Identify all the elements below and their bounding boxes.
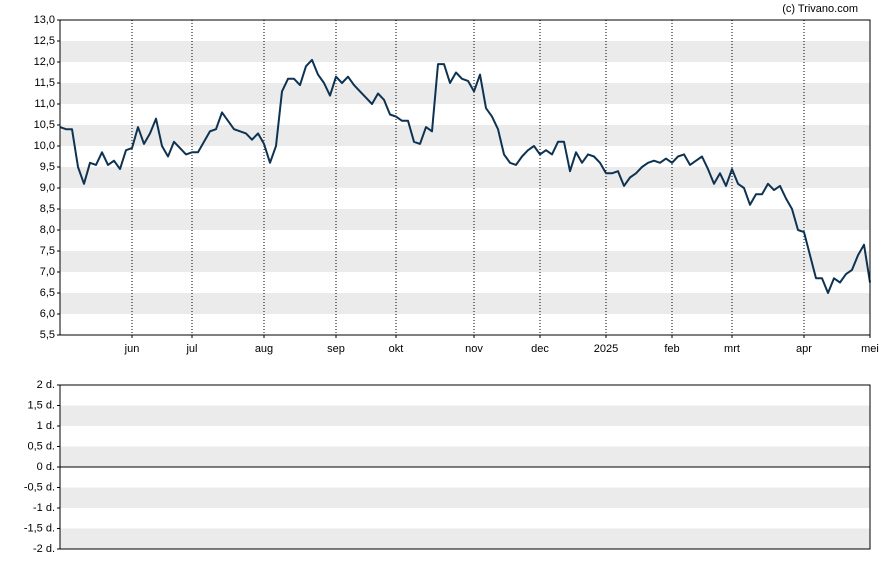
grid-band xyxy=(60,487,870,508)
x-tick-label: mrt xyxy=(724,343,740,355)
x-tick-label: dec xyxy=(531,343,549,355)
y-tick-label: 8,0 xyxy=(40,224,55,236)
x-tick-label: apr xyxy=(796,343,812,355)
plot-frame xyxy=(59,384,871,550)
y-tick-label: 2 d. xyxy=(37,379,55,391)
y-tick-label: -1,5 d. xyxy=(24,522,55,534)
y-tick-label: 6,5 xyxy=(40,287,55,299)
y-tick-label: 9,0 xyxy=(40,182,55,194)
y-tick-label: 0,5 d. xyxy=(27,440,55,452)
x-tick-label: nov xyxy=(465,343,483,355)
x-tick-label: jul xyxy=(185,343,197,355)
grid-band xyxy=(60,446,870,467)
grid-band xyxy=(60,251,870,272)
grid-band xyxy=(60,41,870,62)
y-tick-label: 8,5 xyxy=(40,203,55,215)
grid-band xyxy=(60,167,870,188)
y-tick-label: 12,0 xyxy=(34,56,55,68)
y-tick-label: 12,5 xyxy=(34,35,55,47)
grid-band xyxy=(60,528,870,549)
y-tick-label: 11,5 xyxy=(34,77,55,89)
y-tick-label: 1,5 d. xyxy=(27,399,55,411)
x-tick-label: mei xyxy=(861,343,879,355)
grid-band xyxy=(60,293,870,314)
grid-band xyxy=(60,83,870,104)
x-tick-label: okt xyxy=(389,343,404,355)
y-tick-label: 13,0 xyxy=(34,14,55,26)
grid-band xyxy=(60,405,870,426)
y-tick-label: -2 d. xyxy=(33,543,55,555)
x-tick-label: aug xyxy=(255,343,273,355)
y-tick-label: -0,5 d. xyxy=(24,481,55,493)
y-tick-label: 10,5 xyxy=(34,119,55,131)
y-tick-label: 10,0 xyxy=(34,140,55,152)
y-tick-label: -1 d. xyxy=(33,502,55,514)
source-credit: (c) Trivano.com xyxy=(782,3,858,15)
y-tick-label: 7,5 xyxy=(40,245,55,257)
y-tick-label: 6,0 xyxy=(40,308,55,320)
grid-band xyxy=(60,125,870,146)
x-tick-label: 2025 xyxy=(594,343,618,355)
y-tick-label: 1 d. xyxy=(37,420,55,432)
x-tick-label: jun xyxy=(124,343,140,355)
y-tick-label: 7,0 xyxy=(40,266,55,278)
y-tick-label: 11,0 xyxy=(34,98,55,110)
x-tick-label: feb xyxy=(664,343,679,355)
grid-band xyxy=(60,209,870,230)
plot-frame xyxy=(59,19,871,336)
y-tick-label: 5,5 xyxy=(40,329,55,341)
price-line xyxy=(59,58,871,294)
y-tick-label: 9,5 xyxy=(40,161,55,173)
y-tick-label: 0 d. xyxy=(37,461,55,473)
x-tick-label: sep xyxy=(327,343,345,355)
